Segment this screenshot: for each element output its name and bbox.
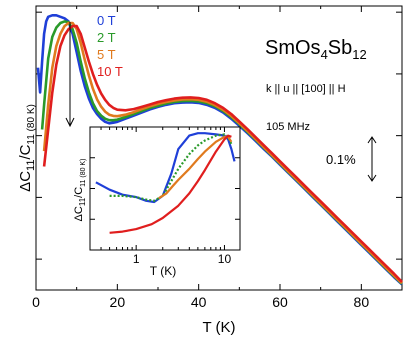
y-axis-title: ΔC11/C11 (80 K) xyxy=(17,104,37,192)
y-axis-title-main: ΔC xyxy=(17,171,34,192)
chart-title-mid: Sb xyxy=(328,37,352,59)
legend-entry-10T: 10 T xyxy=(97,64,123,79)
x-tick-label-0: 0 xyxy=(32,294,40,310)
x-axis-title: T (K) xyxy=(202,319,235,336)
chart-title-base: SmOs xyxy=(265,37,321,59)
scale-bar-label: 0.1% xyxy=(326,152,356,167)
inset-y-axis-title: ΔC11/C11 (80 K) xyxy=(73,159,87,222)
frequency-annotation: 105 MHz xyxy=(266,121,310,133)
legend: 0 T 2 T 5 T 10 T xyxy=(97,13,123,79)
inset-y-axis-title-slash: /C xyxy=(73,187,85,198)
x-tick-label-60: 60 xyxy=(272,294,288,310)
orientation-annotation: k || u || [100] || H xyxy=(266,83,346,95)
chart-title: SmOs4Sb12 xyxy=(265,37,367,62)
inset-x-tick-label-1: 1 xyxy=(133,252,140,266)
scale-bar: 0.1% xyxy=(326,137,376,181)
inset-x-axis-title: T (K) xyxy=(150,264,176,278)
y-axis-title-slash: /C xyxy=(17,144,34,159)
legend-entry-2T: 2 T xyxy=(97,30,116,45)
chart-title-sub2: 12 xyxy=(352,47,366,62)
y-axis-title-sub2: 11 (80 K) xyxy=(26,104,37,144)
inset-x-tick-label-10: 10 xyxy=(218,252,232,266)
chart-title-sub1: 4 xyxy=(321,47,328,62)
x-tick-label-80: 80 xyxy=(354,294,370,310)
inset-y-axis-title-sub2: 11 (80 K) xyxy=(80,159,87,187)
legend-entry-0T: 0 T xyxy=(97,13,116,28)
x-tick-label-20: 20 xyxy=(110,294,126,310)
legend-entry-5T: 5 T xyxy=(97,47,116,62)
x-tick-label-40: 40 xyxy=(191,294,207,310)
y-axis-title-sub1: 11 xyxy=(25,160,37,171)
inset-y-axis-title-main: ΔC xyxy=(73,206,85,221)
